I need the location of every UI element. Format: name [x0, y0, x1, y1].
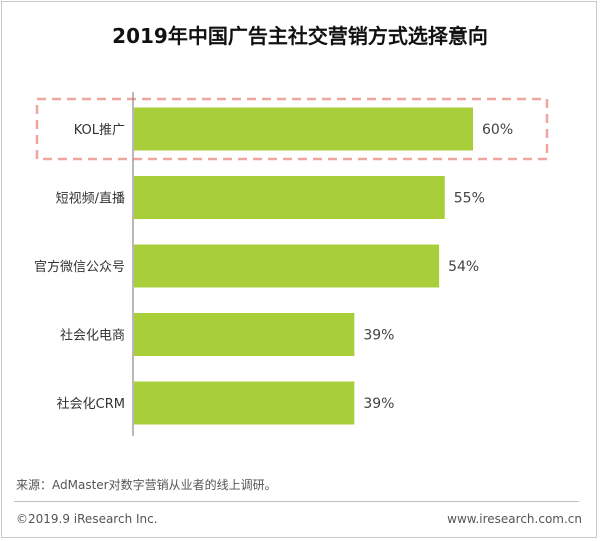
category-label: 社会化CRM — [57, 396, 125, 412]
category-label: 短视频/直播 — [56, 192, 125, 207]
highlight-box — [35, 97, 549, 161]
copyright-text: ©2019.9 iResearch Inc. — [16, 512, 158, 526]
bar — [134, 107, 473, 151]
value-label: 60% — [482, 122, 513, 138]
bar-chart: KOL推广 60% 短视频/直播 55% 官方微信公众号 54% 社会化电商 39% 社会化CR… — [34, 92, 549, 436]
footer-divider — [14, 501, 579, 502]
value-label: 39% — [363, 328, 394, 344]
category-label: 社会化电商 — [60, 328, 125, 344]
value-label: 55% — [454, 191, 485, 207]
category-label: KOL推广 — [74, 123, 125, 138]
category-label: 官方微信公众号 — [34, 259, 125, 275]
source-note: 来源：AdMaster对数字营销从业者的线上调研。 — [16, 478, 277, 492]
value-label: 39% — [363, 396, 394, 412]
bar — [134, 381, 355, 425]
chart-title: 2019年中国广告主社交营销方式选择意向 — [112, 24, 488, 48]
value-label: 54% — [448, 259, 479, 275]
bar — [134, 176, 445, 219]
bar — [134, 313, 355, 356]
website-text: www.iresearch.com.cn — [447, 512, 582, 526]
bar — [134, 244, 440, 288]
